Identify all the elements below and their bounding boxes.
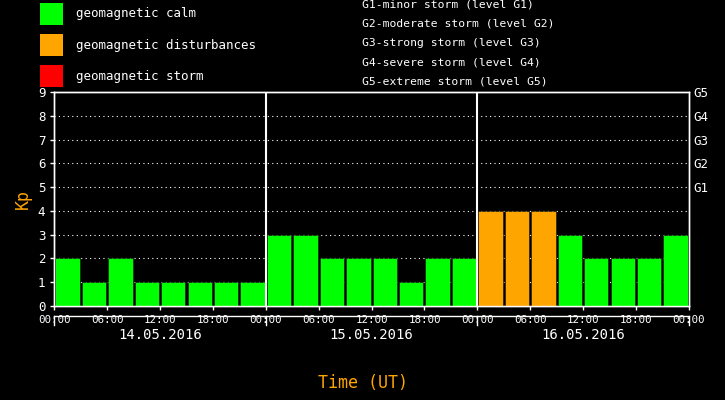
Bar xyxy=(452,258,476,306)
Text: 15.05.2016: 15.05.2016 xyxy=(330,328,413,342)
Text: G3-strong storm (level G3): G3-strong storm (level G3) xyxy=(362,38,542,48)
Bar xyxy=(294,235,318,306)
Text: Time (UT): Time (UT) xyxy=(318,374,407,392)
Bar xyxy=(531,211,555,306)
Bar xyxy=(40,34,63,56)
Bar xyxy=(346,258,370,306)
Text: geomagnetic calm: geomagnetic calm xyxy=(76,8,196,20)
Bar xyxy=(505,211,529,306)
Bar xyxy=(558,235,582,306)
Bar xyxy=(320,258,344,306)
Bar xyxy=(267,235,291,306)
Text: geomagnetic storm: geomagnetic storm xyxy=(76,70,204,82)
Bar xyxy=(426,258,450,306)
Bar xyxy=(161,282,186,306)
Bar xyxy=(40,3,63,25)
Bar xyxy=(373,258,397,306)
Bar xyxy=(82,282,106,306)
Bar xyxy=(135,282,159,306)
Text: 16.05.2016: 16.05.2016 xyxy=(541,328,625,342)
Bar xyxy=(478,211,502,306)
Text: G2-moderate storm (level G2): G2-moderate storm (level G2) xyxy=(362,19,555,29)
Text: G4-severe storm (level G4): G4-severe storm (level G4) xyxy=(362,58,542,68)
Bar xyxy=(637,258,661,306)
Text: 14.05.2016: 14.05.2016 xyxy=(118,328,202,342)
Text: G5-extreme storm (level G5): G5-extreme storm (level G5) xyxy=(362,77,548,87)
Bar xyxy=(188,282,212,306)
Bar xyxy=(663,235,688,306)
Bar xyxy=(584,258,608,306)
Y-axis label: Kp: Kp xyxy=(14,189,33,209)
Bar xyxy=(108,258,133,306)
Bar xyxy=(610,258,635,306)
Bar xyxy=(40,65,63,87)
Bar xyxy=(55,258,80,306)
Bar xyxy=(241,282,265,306)
Text: geomagnetic disturbances: geomagnetic disturbances xyxy=(76,38,256,52)
Bar xyxy=(399,282,423,306)
Bar xyxy=(214,282,239,306)
Text: G1-minor storm (level G1): G1-minor storm (level G1) xyxy=(362,0,534,10)
